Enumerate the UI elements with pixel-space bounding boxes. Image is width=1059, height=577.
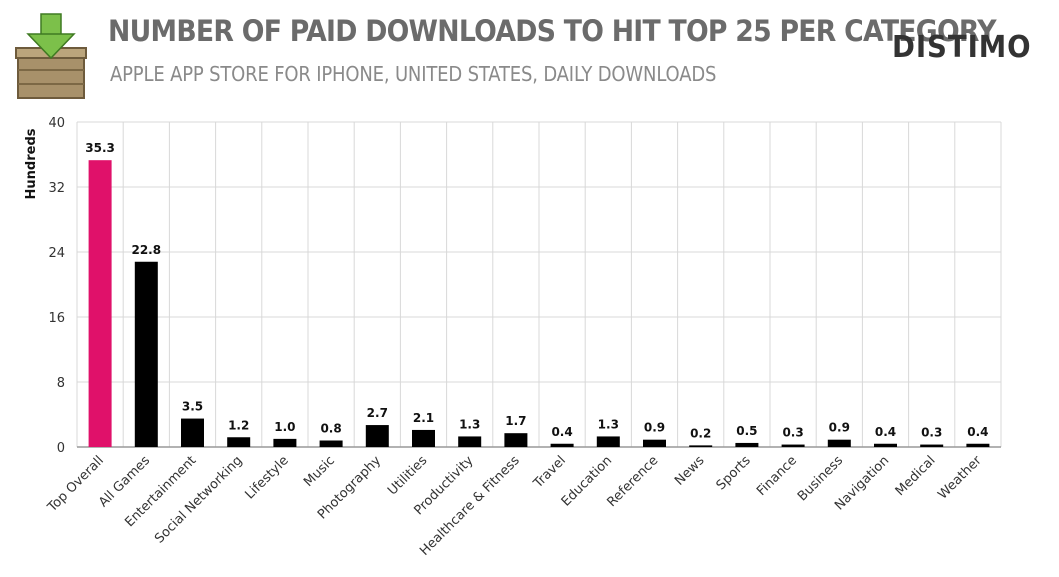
x-tick-label: Travel (530, 453, 569, 492)
data-label: 0.4 (875, 425, 896, 439)
y-tick-label: 40 (48, 116, 65, 131)
bar (504, 433, 528, 447)
y-tick-label: 32 (48, 181, 65, 196)
y-tick-label: 0 (57, 441, 65, 456)
bar (550, 443, 574, 447)
x-tick-label: Lifestyle (243, 453, 292, 502)
bar (134, 261, 158, 447)
data-label: 22.8 (131, 243, 161, 257)
bar (966, 443, 990, 447)
x-tick-label: Utilities (385, 453, 430, 498)
bar (735, 442, 759, 447)
bar (458, 436, 482, 447)
data-label: 0.3 (782, 426, 803, 440)
data-label: 0.8 (320, 422, 341, 436)
bar (227, 437, 251, 447)
chart-title: NUMBER OF PAID DOWNLOADS TO HIT TOP 25 P… (108, 14, 997, 48)
chart-subtitle: APPLE APP STORE FOR IPHONE, UNITED STATE… (110, 62, 717, 86)
data-label: 3.5 (182, 400, 203, 414)
bar (181, 418, 204, 447)
bar (365, 425, 389, 447)
x-tick-label: Finance (754, 453, 800, 499)
bar (596, 436, 620, 447)
bar (920, 444, 944, 447)
data-label: 1.7 (505, 414, 526, 428)
data-label: 0.2 (690, 426, 711, 440)
y-tick-label: 8 (57, 376, 65, 391)
x-tick-label: Sports (714, 453, 754, 493)
data-label: 0.5 (736, 424, 757, 438)
bar (781, 444, 805, 447)
data-label: 0.4 (551, 425, 572, 439)
bar (88, 160, 112, 447)
bar (689, 445, 713, 447)
data-label: 2.1 (413, 411, 434, 425)
x-tick-label: Medical (893, 453, 939, 499)
data-label: 1.3 (459, 417, 480, 431)
bar (827, 439, 851, 447)
y-tick-label: 24 (48, 246, 65, 261)
x-tick-label: Music (301, 453, 338, 490)
download-crate-icon (15, 13, 87, 99)
data-label: 0.4 (967, 425, 988, 439)
data-label: 1.0 (274, 420, 295, 434)
bar (412, 429, 435, 447)
data-label: 0.9 (644, 421, 665, 435)
data-label: 0.3 (921, 426, 942, 440)
bar (273, 438, 297, 447)
brand-logo: DISTIMO (892, 30, 1032, 65)
x-tick-label: Weather (935, 453, 985, 503)
x-tick-label: Social Networking (152, 453, 245, 546)
y-tick-label: 16 (48, 311, 65, 326)
data-label: 35.3 (85, 141, 115, 155)
x-tick-label: News (672, 453, 708, 489)
bar (643, 439, 666, 447)
x-tick-label: Top Overall (44, 453, 107, 516)
bar (319, 440, 343, 447)
data-label: 1.3 (598, 417, 619, 431)
data-label: 2.7 (367, 406, 388, 420)
data-label: 0.9 (829, 421, 850, 435)
bar (874, 443, 897, 447)
y-axis-label: Hundreds (24, 128, 39, 199)
data-label: 1.2 (228, 418, 249, 432)
